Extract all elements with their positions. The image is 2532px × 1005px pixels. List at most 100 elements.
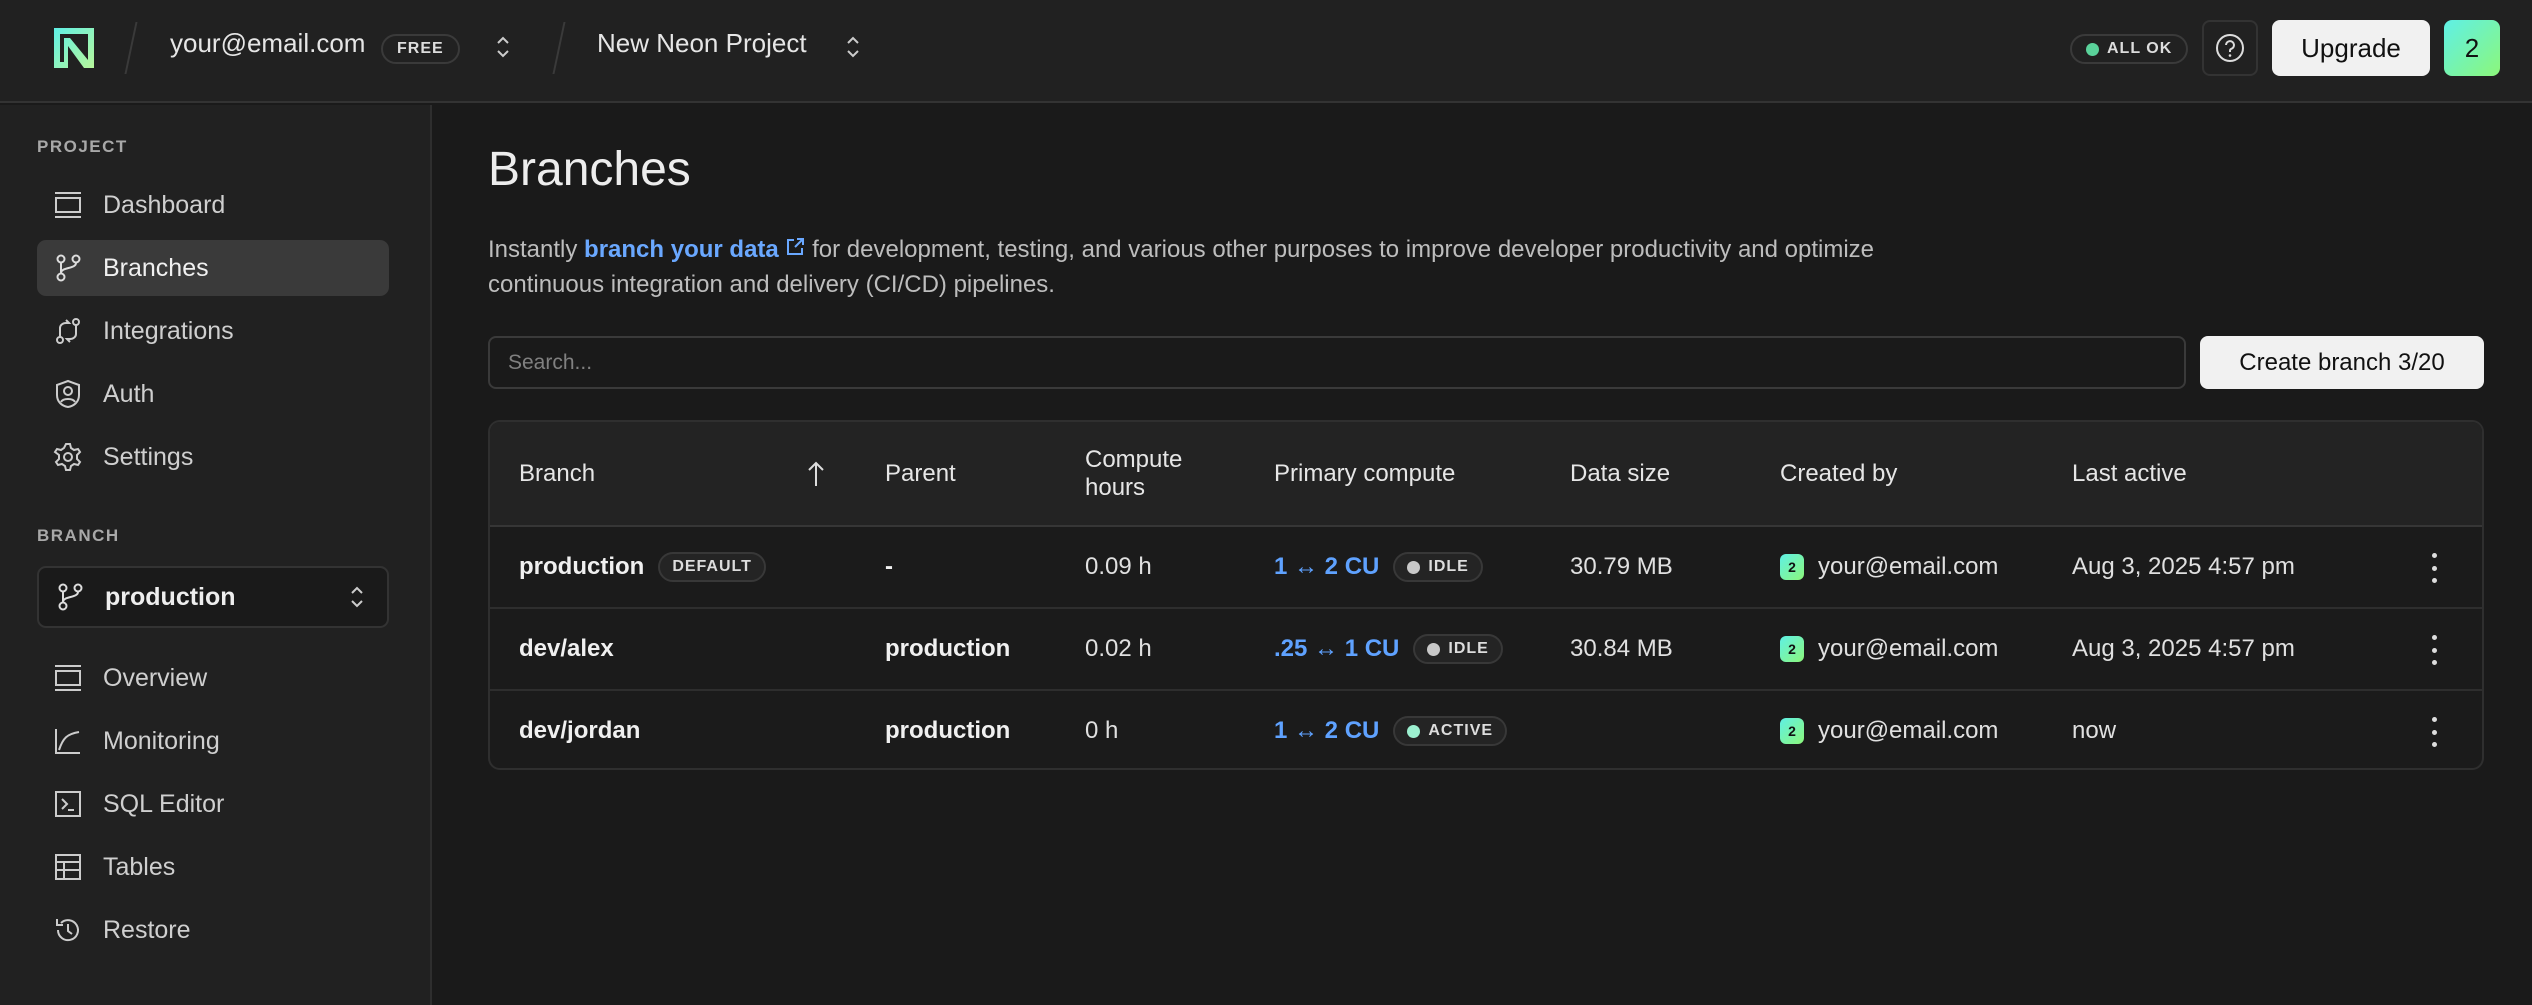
- sidebar-item-label: SQL Editor: [103, 789, 225, 818]
- tables-icon: [55, 854, 81, 880]
- upgrade-button[interactable]: Upgrade: [2272, 20, 2430, 76]
- parent-branch: production: [885, 635, 1011, 662]
- compute-hours: 0.09 h: [1085, 553, 1152, 580]
- creator-email: your@email.com: [1818, 717, 1999, 744]
- creator-avatar: 2: [1780, 718, 1804, 744]
- branch-icon: [56, 254, 81, 282]
- compute-hours: 0.02 h: [1085, 635, 1152, 662]
- sidebar-item-integrations[interactable]: Integrations: [37, 303, 389, 359]
- branch-icon: [58, 583, 83, 611]
- external-link-icon: [787, 238, 805, 255]
- compute-state-badge: IDLE: [1413, 634, 1503, 664]
- column-branch[interactable]: Branch: [519, 460, 596, 487]
- section-label-project: PROJECT: [37, 137, 128, 156]
- compute-size-link[interactable]: .25 ↔ 1 CU: [1274, 635, 1400, 662]
- sidebar-item-label: Auth: [103, 379, 155, 408]
- avatar[interactable]: 2: [2444, 20, 2500, 76]
- data-size: 30.79 MB: [1570, 553, 1673, 580]
- sidebar-item-tables[interactable]: Tables: [37, 839, 389, 895]
- table-header: Branch Parent Compute hours Primary comp…: [490, 422, 2482, 527]
- sql-editor-icon: [55, 791, 81, 817]
- creator-avatar: 2: [1780, 554, 1804, 580]
- compute-state-badge: ACTIVE: [1393, 716, 1508, 746]
- row-menu-button[interactable]: [2422, 717, 2446, 747]
- creator-avatar: 2: [1780, 636, 1804, 662]
- search-input[interactable]: [488, 336, 2186, 389]
- status-text: ALL OK: [2107, 40, 2173, 57]
- chevron-up-down-icon[interactable]: [845, 34, 861, 60]
- page-title: Branches: [488, 143, 691, 196]
- neon-logo[interactable]: [50, 24, 98, 72]
- sidebar-item-label: Restore: [103, 915, 191, 944]
- create-branch-button[interactable]: Create branch 3/20: [2200, 336, 2484, 389]
- help-button[interactable]: [2202, 20, 2258, 76]
- compute-state-badge: IDLE: [1393, 552, 1483, 582]
- row-menu-button[interactable]: [2422, 635, 2446, 665]
- project-switcher[interactable]: New Neon Project: [597, 28, 807, 58]
- divider: [552, 22, 566, 74]
- overview-icon: [55, 665, 81, 691]
- monitoring-icon: [55, 729, 80, 754]
- default-badge: DEFAULT: [658, 552, 766, 582]
- section-label-branch: BRANCH: [37, 526, 120, 545]
- sidebar: PROJECT Dashboard Branches Integrations …: [0, 105, 432, 1005]
- gear-icon: [53, 443, 82, 471]
- sidebar-item-label: Branches: [103, 253, 209, 282]
- auth-shield-icon: [56, 379, 80, 409]
- sidebar-item-restore[interactable]: Restore: [37, 902, 389, 958]
- sidebar-item-monitoring[interactable]: Monitoring: [37, 713, 389, 769]
- last-active: Aug 3, 2025 4:57 pm: [2072, 553, 2295, 580]
- table-row[interactable]: dev/alex production 0.02 h .25 ↔ 1 CU IDL…: [490, 609, 2482, 691]
- desc-text: Instantly: [488, 236, 585, 263]
- plan-badge: FREE: [381, 34, 460, 64]
- last-active: Aug 3, 2025 4:57 pm: [2072, 635, 2295, 662]
- sidebar-item-label: Dashboard: [103, 190, 226, 219]
- last-active: now: [2072, 717, 2117, 744]
- branches-table: Branch Parent Compute hours Primary comp…: [488, 420, 2484, 770]
- chevron-up-down-icon[interactable]: [495, 34, 511, 60]
- branch-name[interactable]: production: [519, 553, 645, 580]
- chevron-up-down-icon: [351, 586, 363, 608]
- branch-name[interactable]: dev/jordan: [519, 717, 641, 744]
- sidebar-item-label: Integrations: [103, 316, 234, 345]
- state-dot: [1407, 724, 1421, 738]
- sidebar-item-branches[interactable]: Branches: [37, 240, 389, 296]
- column-parent: Parent: [885, 460, 956, 487]
- column-last-active: Last active: [2072, 460, 2187, 487]
- restore-icon: [56, 919, 79, 942]
- data-size: 30.84 MB: [1570, 635, 1673, 662]
- sidebar-item-overview[interactable]: Overview: [37, 650, 389, 706]
- branch-name[interactable]: dev/alex: [519, 635, 614, 662]
- branch-selector-value: production: [105, 582, 236, 611]
- branch-your-data-link[interactable]: branch your data: [584, 236, 805, 263]
- status-badge[interactable]: ALL OK: [2070, 34, 2189, 64]
- sidebar-item-label: Settings: [103, 442, 194, 471]
- branch-selector[interactable]: production: [37, 566, 389, 628]
- sidebar-item-settings[interactable]: Settings: [37, 429, 389, 485]
- sort-ascending-icon[interactable]: [806, 460, 826, 488]
- state-dot: [1427, 642, 1441, 656]
- creator-email: your@email.com: [1818, 553, 1999, 580]
- link-text: branch your data: [584, 236, 779, 263]
- question-icon: [2216, 34, 2244, 62]
- state-text: ACTIVE: [1428, 722, 1494, 739]
- parent-branch: -: [885, 553, 893, 580]
- column-compute-hours: Compute hours: [1085, 446, 1183, 501]
- compute-size-link[interactable]: 1 ↔ 2 CU: [1274, 553, 1380, 580]
- account-switcher[interactable]: your@email.com: [170, 28, 366, 58]
- table-row[interactable]: dev/jordan production 0 h 1 ↔ 2 CU ACTIVE…: [490, 691, 2482, 768]
- sidebar-item-label: Monitoring: [103, 726, 220, 755]
- sidebar-item-dashboard[interactable]: Dashboard: [37, 177, 389, 233]
- sidebar-item-label: Overview: [103, 663, 208, 692]
- sidebar-item-sql-editor[interactable]: SQL Editor: [37, 776, 389, 832]
- compute-size-link[interactable]: 1 ↔ 2 CU: [1274, 717, 1380, 744]
- divider: [124, 22, 138, 74]
- sidebar-item-label: Tables: [103, 852, 176, 881]
- column-data-size: Data size: [1570, 460, 1671, 487]
- table-row[interactable]: production DEFAULT - 0.09 h 1 ↔ 2 CU IDLE …: [490, 527, 2482, 609]
- row-menu-button[interactable]: [2422, 553, 2446, 583]
- creator-email: your@email.com: [1818, 635, 1999, 662]
- sidebar-item-auth[interactable]: Auth: [37, 366, 389, 422]
- state-text: IDLE: [1448, 640, 1489, 657]
- column-primary-compute: Primary compute: [1274, 460, 1456, 487]
